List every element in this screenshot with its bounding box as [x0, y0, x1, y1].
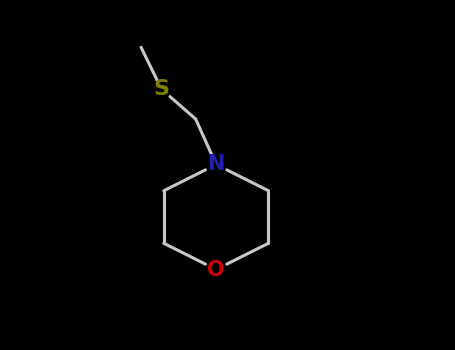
Text: S: S [153, 79, 170, 99]
Text: O: O [207, 259, 225, 280]
Text: N: N [207, 154, 225, 175]
